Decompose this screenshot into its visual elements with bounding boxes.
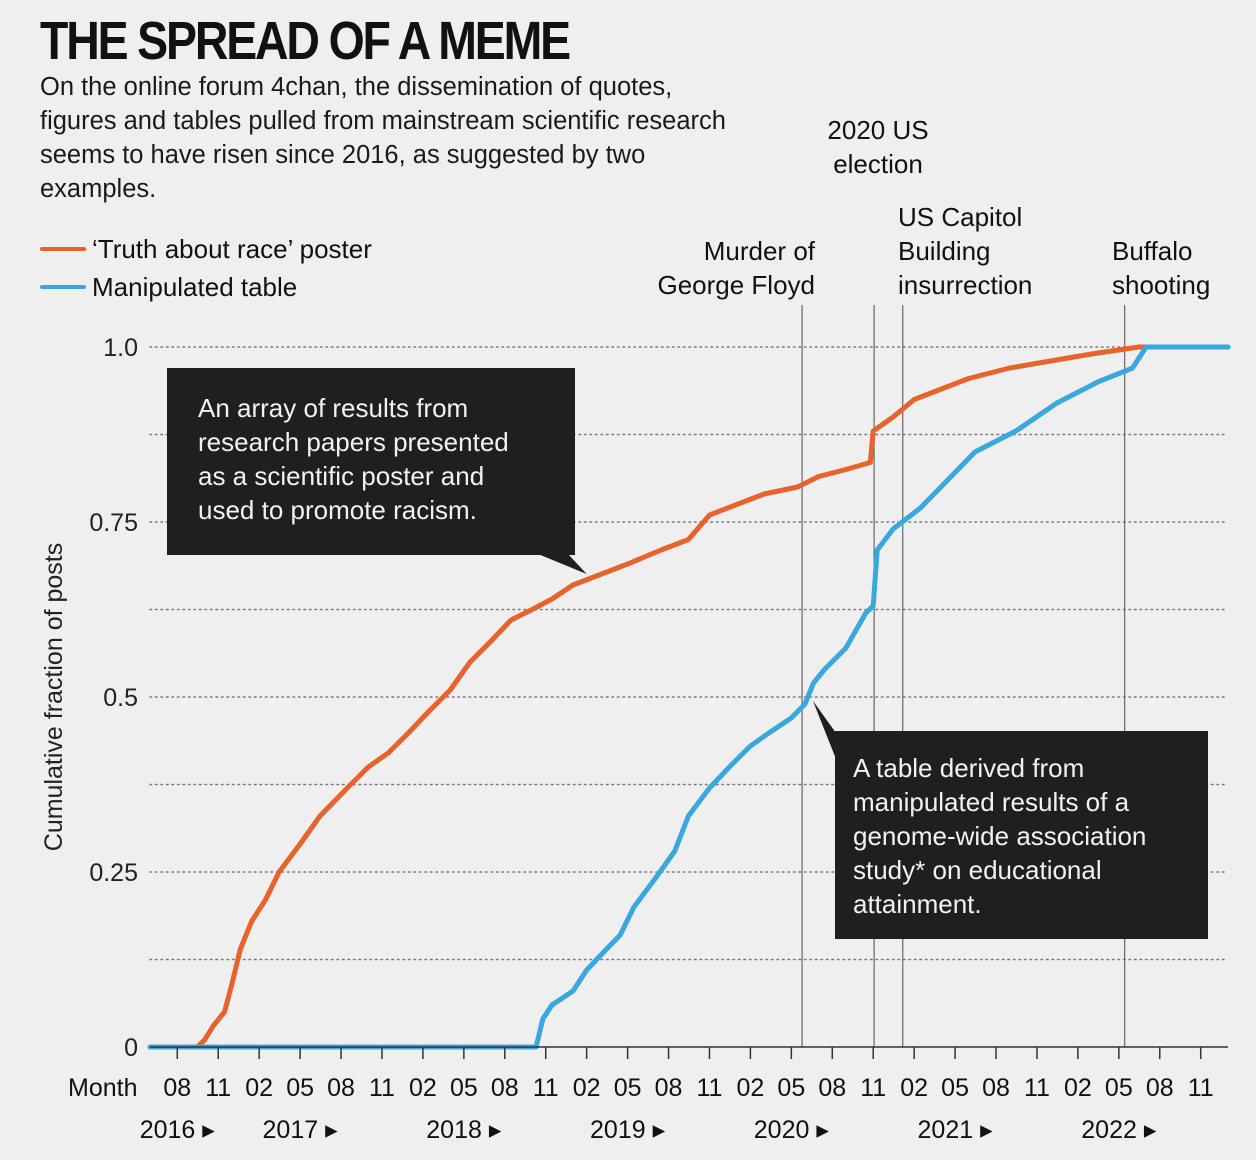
y-tick-label: 0.5 bbox=[103, 684, 138, 712]
x-tick-label: 02 bbox=[573, 1074, 601, 1102]
legend: ‘Truth about race’ poster Manipulated ta… bbox=[40, 230, 372, 306]
event-label: George Floyd bbox=[657, 270, 815, 300]
x-tick-label: 11 bbox=[696, 1074, 722, 1102]
x-tick-label: 05 bbox=[941, 1074, 969, 1102]
event-label: US Capitol bbox=[898, 202, 1022, 232]
x-tick-label: 08 bbox=[163, 1074, 191, 1102]
x-tick-label: 08 bbox=[818, 1074, 846, 1102]
chart-subtitle: On the online forum 4chan, the dissemina… bbox=[40, 73, 726, 203]
annotation-box bbox=[835, 731, 1208, 939]
year-label: 2019 ▸ bbox=[590, 1116, 666, 1144]
y-axis-label: Cumulative fraction of posts bbox=[40, 543, 68, 851]
x-tick-label: 08 bbox=[655, 1074, 683, 1102]
x-tick-label: 08 bbox=[327, 1074, 355, 1102]
y-tick-label: 0.75 bbox=[89, 509, 138, 537]
annotation-text: attainment. bbox=[853, 889, 982, 919]
event-label: 2020 US bbox=[827, 115, 928, 145]
x-tick-label: 02 bbox=[1064, 1074, 1092, 1102]
event-label: Buffalo bbox=[1112, 236, 1192, 266]
legend-item-table: Manipulated table bbox=[40, 268, 372, 306]
chart-title: THE SPREAD OF A MEME bbox=[40, 11, 571, 71]
annotation-text: as a scientific poster and bbox=[198, 461, 484, 491]
x-tick-label: 05 bbox=[450, 1074, 478, 1102]
annotation-pointer bbox=[538, 554, 587, 574]
x-tick-label: 02 bbox=[900, 1074, 928, 1102]
year-label: 2020 ▸ bbox=[754, 1116, 830, 1144]
x-tick-label: 11 bbox=[205, 1074, 231, 1102]
series-line-poster bbox=[147, 344, 1231, 1050]
year-label: 2016 ▸ bbox=[140, 1116, 216, 1144]
x-tick-label: 02 bbox=[245, 1074, 273, 1102]
x-tick-label: 11 bbox=[1024, 1074, 1050, 1102]
year-label: 2018 ▸ bbox=[426, 1116, 502, 1144]
annotation-text: manipulated results of a bbox=[853, 787, 1130, 817]
event-label: insurrection bbox=[898, 270, 1032, 300]
annotation-text: genome-wide association bbox=[853, 821, 1146, 851]
x-tick-label: 08 bbox=[982, 1074, 1010, 1102]
x-tick-label: 08 bbox=[1146, 1074, 1174, 1102]
year-label: 2022 ▸ bbox=[1081, 1116, 1157, 1144]
year-label: 2021 ▸ bbox=[918, 1116, 994, 1144]
x-tick-label: 05 bbox=[777, 1074, 805, 1102]
annotation-text: research papers presented bbox=[198, 427, 509, 457]
y-tick-label: 0 bbox=[124, 1034, 138, 1062]
series-line-table bbox=[147, 344, 1231, 1050]
year-label: 2017 ▸ bbox=[263, 1116, 339, 1144]
x-tick-label: 11 bbox=[369, 1074, 395, 1102]
legend-label-table: Manipulated table bbox=[92, 271, 298, 302]
event-label: election bbox=[833, 149, 923, 179]
x-axis-label: Month bbox=[68, 1074, 137, 1102]
legend-item-poster: ‘Truth about race’ poster bbox=[40, 230, 372, 268]
x-tick-label: 11 bbox=[1188, 1074, 1214, 1102]
x-tick-label: 11 bbox=[860, 1074, 886, 1102]
y-tick-label: 0.25 bbox=[89, 859, 138, 887]
x-tick-label: 08 bbox=[491, 1074, 519, 1102]
x-tick-label: 05 bbox=[614, 1074, 642, 1102]
annotation-box bbox=[167, 368, 575, 555]
y-tick-label: 1.0 bbox=[103, 334, 138, 362]
event-label: Building bbox=[898, 236, 991, 266]
legend-swatch-table bbox=[40, 285, 86, 289]
x-tick-label: 05 bbox=[286, 1074, 314, 1102]
x-tick-label: 02 bbox=[409, 1074, 437, 1102]
annotation-text: An array of results from bbox=[198, 393, 468, 423]
annotation-pointer bbox=[813, 701, 836, 759]
annotation-text: study* on educational bbox=[853, 855, 1102, 885]
annotation-text: used to promote racism. bbox=[198, 495, 477, 525]
annotation-text: A table derived from bbox=[853, 753, 1084, 783]
legend-label-poster: ‘Truth about race’ poster bbox=[92, 233, 372, 264]
legend-swatch-poster bbox=[40, 247, 86, 251]
event-label: shooting bbox=[1112, 270, 1210, 300]
x-tick-label: 05 bbox=[1105, 1074, 1133, 1102]
event-label: Murder of bbox=[704, 236, 816, 266]
x-tick-label: 02 bbox=[736, 1074, 764, 1102]
x-tick-label: 11 bbox=[533, 1074, 559, 1102]
